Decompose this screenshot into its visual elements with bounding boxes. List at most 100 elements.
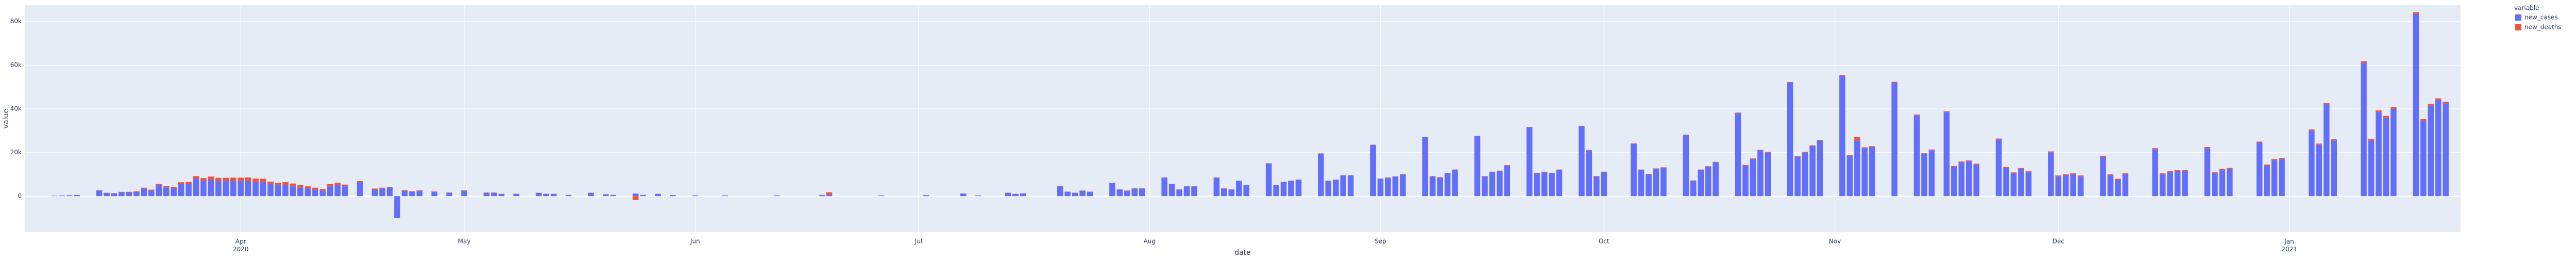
- bar: [1474, 136, 1481, 197]
- bar: [1869, 146, 1875, 147]
- bar: [1705, 166, 1711, 167]
- bar: [2264, 165, 2270, 197]
- bar: [1757, 150, 1764, 197]
- bar: [267, 184, 274, 197]
- bar: [1288, 181, 1294, 197]
- bar: [2383, 116, 2389, 118]
- bar: [208, 176, 214, 180]
- bar: [1221, 188, 1227, 197]
- bar: [394, 196, 400, 218]
- y-tick-label: 60k: [10, 61, 22, 69]
- bar: [416, 190, 423, 191]
- bar: [1340, 175, 1346, 197]
- bar: [1839, 75, 1845, 76]
- bar: [2309, 131, 2315, 197]
- bar: [379, 188, 385, 197]
- legend-swatch: [2515, 24, 2521, 30]
- bar: [1913, 114, 1920, 116]
- bar: [371, 189, 378, 197]
- bar: [1437, 177, 1443, 178]
- bar: [297, 185, 303, 188]
- plot-area: [25, 5, 2461, 232]
- bar: [193, 176, 199, 179]
- bar: [2361, 63, 2367, 197]
- bar: [74, 195, 80, 197]
- bar: [1653, 169, 1659, 197]
- bar: [148, 189, 155, 191]
- bar: [2271, 160, 2278, 197]
- bar: [2122, 174, 2129, 197]
- bar: [2174, 170, 2181, 171]
- bar: [178, 184, 184, 197]
- bar: [431, 191, 438, 192]
- bar: [1191, 186, 1197, 197]
- bar: [498, 194, 505, 197]
- bar: [1854, 140, 1860, 197]
- bar: [446, 192, 452, 197]
- bar: [1385, 178, 1391, 197]
- x-tick-label: Oct: [1599, 238, 1609, 245]
- bar: [238, 178, 244, 181]
- bar: [1087, 191, 1093, 197]
- bar: [1429, 176, 1436, 197]
- bar: [1228, 189, 1235, 197]
- bar: [1794, 156, 1801, 157]
- bar: [2226, 168, 2233, 169]
- bar: [104, 192, 110, 197]
- bar: [1109, 183, 1115, 197]
- x-tick-label: Aug: [1144, 238, 1156, 245]
- bar: [1124, 190, 1130, 197]
- bar: [1787, 83, 1793, 197]
- bar: [2174, 171, 2181, 197]
- bar: [1064, 191, 1071, 197]
- bar: [1116, 189, 1123, 197]
- bar: [1742, 165, 1749, 197]
- bar: [1713, 162, 1719, 197]
- bar: [1392, 176, 1399, 197]
- bar: [215, 181, 222, 197]
- bar: [126, 192, 132, 197]
- bar: [2055, 176, 2062, 197]
- bar: [275, 185, 281, 197]
- bar: [1594, 176, 1600, 197]
- bar: [1787, 82, 1793, 83]
- bar: [819, 195, 825, 197]
- bar: [2159, 173, 2166, 174]
- bar: [171, 187, 177, 189]
- bar: [2443, 103, 2449, 197]
- bar: [2055, 175, 2062, 177]
- bar: [409, 191, 415, 197]
- bar: [379, 187, 385, 189]
- bar: [2219, 169, 2226, 170]
- bar: [148, 190, 155, 197]
- bar: [171, 188, 177, 197]
- bar: [670, 195, 676, 197]
- bar: [2368, 140, 2375, 197]
- bar: [252, 182, 259, 197]
- bar: [1012, 194, 1019, 197]
- bar: [312, 189, 318, 197]
- bar: [1489, 172, 1496, 197]
- x-tick-label: Dec: [2053, 238, 2064, 245]
- bar: [1265, 163, 1272, 197]
- bar: [2420, 119, 2427, 121]
- bar: [2025, 172, 2032, 197]
- bar: [1638, 170, 1645, 197]
- bar: [602, 194, 609, 197]
- bar: [431, 191, 438, 197]
- bar: [371, 188, 378, 190]
- bar: [2435, 98, 2442, 101]
- bar: [2100, 157, 2106, 197]
- bar: [2107, 175, 2114, 197]
- bar: [2226, 169, 2233, 197]
- bar: [141, 187, 147, 189]
- bar: [2413, 13, 2419, 197]
- bar: [2182, 170, 2188, 171]
- bar: [1809, 146, 1816, 197]
- bar: [230, 178, 236, 181]
- bar: [2062, 174, 2069, 175]
- bar: [1646, 174, 1652, 197]
- bar: [282, 182, 289, 186]
- bar: [543, 194, 549, 197]
- bar: [386, 187, 393, 197]
